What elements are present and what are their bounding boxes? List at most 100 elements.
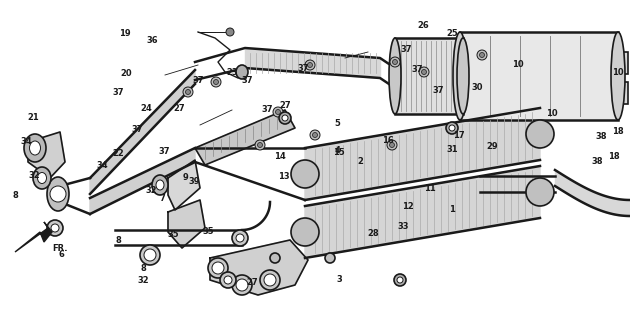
Ellipse shape <box>232 275 252 295</box>
Ellipse shape <box>453 32 467 120</box>
Text: 10: 10 <box>546 109 558 118</box>
Circle shape <box>477 50 487 60</box>
Circle shape <box>310 130 320 140</box>
Text: 37: 37 <box>158 147 169 156</box>
Text: 5: 5 <box>335 119 341 128</box>
Text: 9: 9 <box>183 173 189 182</box>
Text: 27: 27 <box>279 101 290 110</box>
Ellipse shape <box>236 234 244 242</box>
Bar <box>618 82 628 104</box>
Circle shape <box>479 52 484 58</box>
Polygon shape <box>305 166 540 258</box>
Circle shape <box>392 60 398 65</box>
Text: 37: 37 <box>113 88 124 97</box>
Text: 8: 8 <box>115 236 122 245</box>
Text: 7: 7 <box>159 194 166 203</box>
Text: 32: 32 <box>138 276 149 285</box>
Ellipse shape <box>47 220 63 236</box>
Text: 10: 10 <box>512 60 524 69</box>
Text: 25: 25 <box>447 29 458 38</box>
Ellipse shape <box>232 230 248 246</box>
Ellipse shape <box>397 277 403 283</box>
Text: 34: 34 <box>21 137 32 146</box>
Ellipse shape <box>457 38 469 114</box>
Text: FR.: FR. <box>52 244 67 252</box>
Polygon shape <box>168 200 205 248</box>
Text: 35: 35 <box>168 230 179 239</box>
Text: 15: 15 <box>333 148 345 157</box>
Text: 30: 30 <box>472 83 483 92</box>
Text: 23: 23 <box>226 68 238 76</box>
Circle shape <box>214 79 219 84</box>
Text: 37: 37 <box>261 105 273 114</box>
Circle shape <box>212 262 224 274</box>
Circle shape <box>273 107 283 117</box>
Text: 28: 28 <box>367 229 379 238</box>
Circle shape <box>526 120 554 148</box>
Polygon shape <box>305 108 540 200</box>
Text: 36: 36 <box>147 36 158 44</box>
Text: 32: 32 <box>29 171 40 180</box>
Text: 6: 6 <box>59 250 65 259</box>
Circle shape <box>183 87 193 97</box>
Ellipse shape <box>140 245 160 265</box>
Text: 33: 33 <box>398 222 409 231</box>
Circle shape <box>387 140 397 150</box>
Text: 34: 34 <box>96 161 108 170</box>
Ellipse shape <box>389 38 401 114</box>
Text: 1: 1 <box>449 205 455 214</box>
Text: 8: 8 <box>140 264 147 273</box>
Text: 27: 27 <box>174 104 185 113</box>
Ellipse shape <box>24 134 46 162</box>
Circle shape <box>305 60 315 70</box>
Circle shape <box>275 109 280 115</box>
Circle shape <box>185 90 190 94</box>
Text: 8: 8 <box>13 191 19 200</box>
Circle shape <box>291 160 319 188</box>
Text: 37: 37 <box>193 76 204 85</box>
Text: 26: 26 <box>418 21 429 30</box>
Ellipse shape <box>394 274 406 286</box>
Text: 18: 18 <box>612 127 623 136</box>
Circle shape <box>264 274 276 286</box>
Text: 37: 37 <box>432 86 444 95</box>
Text: 12: 12 <box>403 202 414 211</box>
Ellipse shape <box>38 172 47 183</box>
Text: 10: 10 <box>612 68 623 77</box>
Text: 20: 20 <box>120 69 132 78</box>
Text: 38: 38 <box>596 132 607 141</box>
Ellipse shape <box>33 167 51 189</box>
Polygon shape <box>90 148 195 214</box>
Polygon shape <box>210 240 308 295</box>
Text: 38: 38 <box>592 157 603 166</box>
Circle shape <box>389 142 394 148</box>
Ellipse shape <box>260 270 280 290</box>
Text: 31: 31 <box>447 145 458 154</box>
Text: 24: 24 <box>140 104 152 113</box>
Ellipse shape <box>236 65 248 79</box>
Text: 35: 35 <box>202 227 214 236</box>
Text: 13: 13 <box>278 172 289 181</box>
Ellipse shape <box>282 115 288 121</box>
Text: 18: 18 <box>609 152 620 161</box>
Polygon shape <box>195 110 295 165</box>
Circle shape <box>211 77 221 87</box>
Text: 29: 29 <box>487 142 498 151</box>
Ellipse shape <box>156 180 164 190</box>
Circle shape <box>255 140 265 150</box>
Text: 37: 37 <box>132 125 143 134</box>
Text: 22: 22 <box>113 149 124 158</box>
Ellipse shape <box>611 32 625 120</box>
Circle shape <box>421 69 427 75</box>
Text: 2: 2 <box>357 157 364 166</box>
Text: 37: 37 <box>411 65 423 74</box>
Circle shape <box>419 67 429 77</box>
Text: 14: 14 <box>275 152 286 161</box>
Text: 4: 4 <box>335 146 341 155</box>
Circle shape <box>236 279 248 291</box>
Text: 37: 37 <box>298 64 309 73</box>
Text: 27: 27 <box>246 278 258 287</box>
Circle shape <box>526 178 554 206</box>
Ellipse shape <box>279 112 291 124</box>
Text: 37: 37 <box>401 45 412 54</box>
